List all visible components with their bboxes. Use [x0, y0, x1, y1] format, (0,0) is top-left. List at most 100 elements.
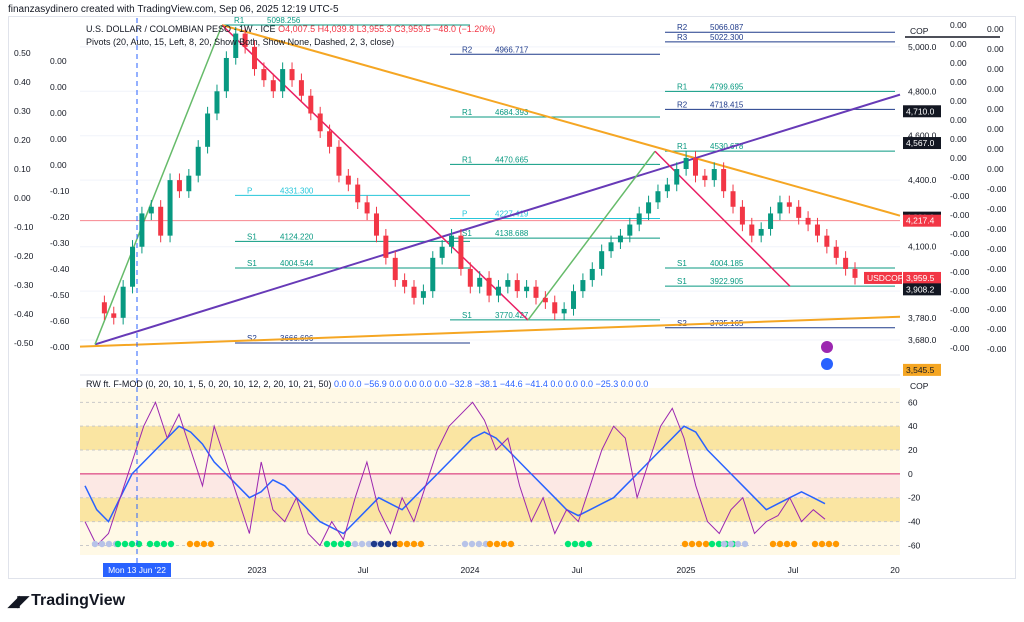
- candle-body: [655, 191, 661, 203]
- candle-body: [692, 157, 698, 176]
- candle-body: [608, 242, 614, 252]
- candle-body: [646, 202, 652, 214]
- price-tag-value: 4,567.0: [906, 138, 935, 148]
- candle-body: [439, 246, 445, 258]
- candle-body: [270, 80, 276, 92]
- symbol-tag-box: [864, 271, 902, 284]
- pivot-label: S1: [462, 229, 472, 238]
- candle-body: [308, 95, 314, 114]
- left-scale-label: 0.40: [14, 77, 31, 87]
- candle-body: [843, 257, 849, 269]
- price-tag-value: 4,217.4: [906, 216, 935, 226]
- signal-dot: [384, 540, 392, 548]
- candle-body: [280, 69, 286, 92]
- far-right-scale-label: 0.00: [987, 24, 1004, 34]
- price-tag-box: [903, 137, 941, 150]
- candle-body: [130, 246, 136, 287]
- candle-body: [711, 169, 717, 181]
- signal-dot: [769, 540, 777, 548]
- candle-body: [411, 286, 417, 298]
- pivot-value: 4684.393: [495, 108, 529, 117]
- signal-dot: [128, 540, 136, 548]
- left-scale-2-label: -0.30: [50, 238, 70, 248]
- pivot-label: S1: [677, 277, 687, 286]
- left-scale-2-label: -0.10: [50, 186, 70, 196]
- candle-body: [749, 224, 755, 236]
- right-scale-label: -0.00: [950, 324, 970, 334]
- candle-body: [186, 175, 192, 192]
- signal-dot: [695, 540, 703, 548]
- price-tag-value: 3,959.5: [906, 273, 935, 283]
- right-scale-label: -0.00: [950, 172, 970, 182]
- candle-body: [833, 246, 839, 258]
- left-scale-label: -0.30: [14, 280, 34, 290]
- candle-body: [730, 191, 736, 207]
- right-scale-label: -0.00: [950, 305, 970, 315]
- signal-dot: [417, 540, 425, 548]
- pivot-value: 4138.688: [495, 229, 529, 238]
- far-right-scale-label: -0.00: [987, 344, 1007, 354]
- oscillator-tick-label: 40: [908, 421, 918, 431]
- symbol-legend[interactable]: U.S. DOLLAR / COLOMBIAN PESO · 1W · ICE …: [86, 24, 495, 34]
- signal-dot: [153, 540, 161, 548]
- candle-body: [373, 213, 379, 236]
- oscillator-tick-label: 0: [908, 469, 913, 479]
- oscillator-tick-label: 60: [908, 397, 918, 407]
- candle-body: [176, 180, 182, 192]
- right-scale-label: 0.00: [950, 153, 967, 163]
- pivot-label: S1: [677, 259, 687, 268]
- signal-dot: [337, 540, 345, 548]
- left-scale-2-label: -0.50: [50, 290, 70, 300]
- oscillator-line-1: [84, 425, 826, 535]
- left-scale-2-label: 0.00: [50, 160, 67, 170]
- far-right-scale-label: -0.00: [987, 244, 1007, 254]
- right-scale-label: 0.00: [950, 77, 967, 87]
- price-tag-box: [903, 271, 941, 284]
- candle-body: [664, 184, 670, 192]
- overbought-band: [80, 426, 900, 451]
- candle-body: [796, 206, 802, 218]
- left-scale-label: 0.20: [14, 135, 31, 145]
- pivot-label: P: [247, 186, 252, 195]
- pivots-legend[interactable]: Pivots (20, Auto, 15, Left, 8, 20, Show …: [86, 37, 395, 47]
- right-scale-label: -0.00: [950, 210, 970, 220]
- signal-dot: [186, 540, 194, 548]
- left-scale-label: -0.20: [14, 251, 34, 261]
- oscillator-legend[interactable]: RW ft. F-MOD (0, 20, 10, 1, 5, 0, 20, 10…: [86, 379, 648, 389]
- right-scale-label: 0.00: [950, 96, 967, 106]
- tradingview-brand[interactable]: ◢◤ TradingView: [8, 592, 125, 610]
- signal-dot: [475, 540, 483, 548]
- right-scale-label: -0.00: [950, 343, 970, 353]
- candle-body: [317, 113, 323, 132]
- candle-body: [233, 33, 239, 58]
- candle-body: [758, 228, 764, 236]
- pivot-value: 4470.665: [495, 155, 529, 164]
- far-right-scale-label: 0.00: [987, 164, 1004, 174]
- price-tag-box: [903, 283, 941, 296]
- signal-dot: [193, 540, 201, 548]
- candle-body: [777, 202, 783, 214]
- signal-dot: [585, 540, 593, 548]
- signal-dot: [167, 540, 175, 548]
- signal-dot: [91, 540, 99, 548]
- far-right-scale-label: -0.00: [987, 284, 1007, 294]
- far-right-scale-label: 0.00: [987, 84, 1004, 94]
- zigzag-up-2: [527, 150, 656, 321]
- right-scale-label: -0.00: [950, 248, 970, 258]
- signal-dot: [688, 540, 696, 548]
- candle-body: [477, 277, 483, 287]
- chart-frame: [8, 16, 1016, 579]
- candle-body: [458, 235, 464, 269]
- pivot-label: S1: [247, 232, 257, 241]
- right-scale-label: -0.00: [950, 229, 970, 239]
- candle-body: [205, 113, 211, 147]
- signal-dot: [323, 540, 331, 548]
- oversold-band: [80, 497, 900, 522]
- far-right-scale-label: -0.00: [987, 324, 1007, 334]
- pivot-value: 3770.427: [495, 311, 529, 320]
- time-tick-label: 2024: [461, 565, 480, 575]
- ohlc-values: O4,007.5 H4,039.8 L3,955.3 C3,959.5 −48.…: [278, 24, 496, 34]
- support-trendline: [79, 315, 901, 348]
- candle-body: [336, 146, 342, 176]
- candle-body: [561, 308, 567, 314]
